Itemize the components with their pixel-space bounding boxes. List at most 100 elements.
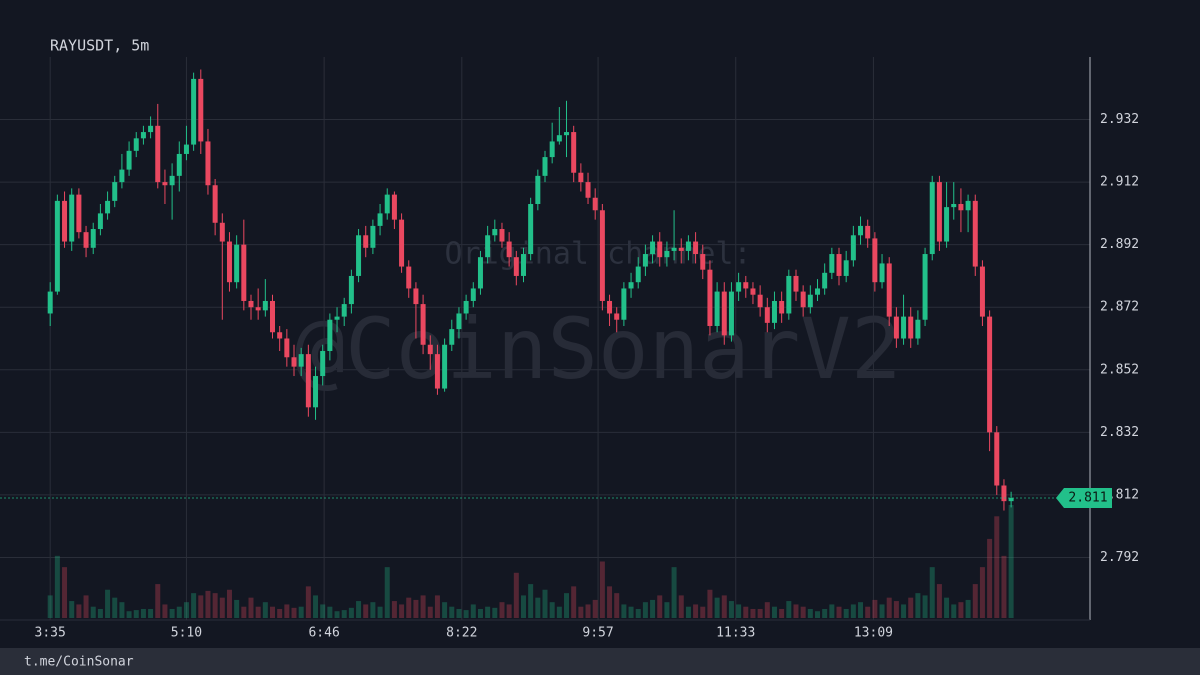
volume-bar <box>449 606 455 618</box>
volume-bar <box>47 595 53 618</box>
candle-body <box>320 351 326 377</box>
x-tick-label: 3:35 <box>35 626 66 641</box>
volume-bar <box>843 608 849 618</box>
candle-body <box>843 260 849 276</box>
volume-bar <box>707 589 713 618</box>
volume-bar <box>621 604 627 618</box>
candle-body <box>406 266 412 289</box>
volume-bar <box>456 608 462 618</box>
candle-body <box>614 313 620 320</box>
volume-bar <box>413 599 419 618</box>
candle-body <box>248 300 254 308</box>
x-tick-label: 8:22 <box>446 626 477 641</box>
x-tick-label: 6:46 <box>308 626 339 641</box>
volume-bar <box>743 606 749 618</box>
candle-body <box>1008 498 1014 502</box>
volume-bar <box>305 586 311 618</box>
volume-bar <box>176 606 182 618</box>
volume-bar <box>363 604 369 618</box>
volume-bar <box>1008 505 1014 618</box>
volume-bar <box>685 606 691 618</box>
volume-bar <box>800 606 806 618</box>
volume-bar <box>886 597 892 618</box>
volume-bar <box>427 606 433 618</box>
candle-body <box>162 182 168 186</box>
volume-bar <box>951 604 957 618</box>
candle-body <box>879 263 885 283</box>
y-tick-label: 2.892 <box>1100 237 1139 252</box>
candle-body <box>865 225 871 239</box>
candle-body <box>391 194 397 220</box>
candle-body <box>944 207 950 242</box>
candle-body <box>520 254 526 276</box>
volume-bar <box>83 595 89 618</box>
candle-body <box>1001 485 1007 502</box>
candle-body <box>198 78 204 142</box>
volume-bar <box>356 601 362 618</box>
volume-bar <box>901 604 907 618</box>
volume-bar <box>858 602 864 618</box>
volume-bar <box>341 610 347 618</box>
candle-body <box>377 213 383 226</box>
volume-bar <box>635 608 641 618</box>
candle-body <box>872 238 878 283</box>
candle-body <box>255 307 261 311</box>
candle-body <box>97 213 103 230</box>
volume-bar <box>599 561 605 618</box>
candle-body <box>635 266 641 283</box>
y-tick-label: 2.912 <box>1100 175 1139 190</box>
volume-bar <box>815 611 820 618</box>
candle-body <box>829 254 835 273</box>
candle-body <box>858 225 864 236</box>
candle-body <box>628 282 634 289</box>
volume-bar <box>348 607 354 618</box>
candle-body <box>807 294 813 308</box>
overlay: 2.7922.8122.8322.8522.8722.8922.9122.932… <box>0 112 1139 641</box>
volume-bar <box>979 567 985 618</box>
volume-bar <box>1001 555 1007 618</box>
candle-body <box>736 282 742 292</box>
volume-bar <box>757 608 763 618</box>
volume-bar <box>571 586 577 618</box>
volume-bar <box>499 602 505 618</box>
candle-body <box>535 175 541 205</box>
volume-bar <box>556 606 562 618</box>
volume-bar <box>434 595 440 618</box>
volume-bar <box>958 602 964 618</box>
volume-bar <box>771 606 777 618</box>
candle-body <box>241 244 247 301</box>
volume-bar <box>54 555 60 618</box>
candle-body <box>528 204 534 255</box>
candle-body <box>176 153 182 176</box>
candle-body <box>564 132 570 136</box>
volume-bar <box>564 593 570 618</box>
candle-body <box>205 141 211 186</box>
volume-bar <box>420 595 426 618</box>
volume-bar <box>334 611 340 618</box>
marks <box>47 69 1014 618</box>
candle-body <box>492 229 498 236</box>
volume-bar <box>922 595 928 618</box>
watermark: @CoinSonarV2 <box>295 300 902 398</box>
volume-bar <box>671 567 677 618</box>
candle-body <box>499 229 505 242</box>
volume-bar <box>614 593 620 618</box>
candle-body <box>599 210 605 301</box>
volume-bar <box>198 595 204 618</box>
volume-bar <box>477 608 483 618</box>
volume-bar <box>119 602 125 618</box>
candle-body <box>363 235 369 248</box>
volume-bar <box>320 604 326 618</box>
candle-body <box>965 200 971 211</box>
volume-bar <box>972 584 978 618</box>
volume-bar <box>714 597 720 618</box>
candle-body <box>313 376 319 408</box>
volume-bar <box>764 602 770 618</box>
volume-bar <box>327 606 333 618</box>
volume-bar <box>255 606 261 618</box>
y-tick-label: 2.832 <box>1100 425 1139 440</box>
candle-body <box>434 354 440 389</box>
volume-bar <box>463 610 469 618</box>
volume-bar <box>850 604 856 618</box>
